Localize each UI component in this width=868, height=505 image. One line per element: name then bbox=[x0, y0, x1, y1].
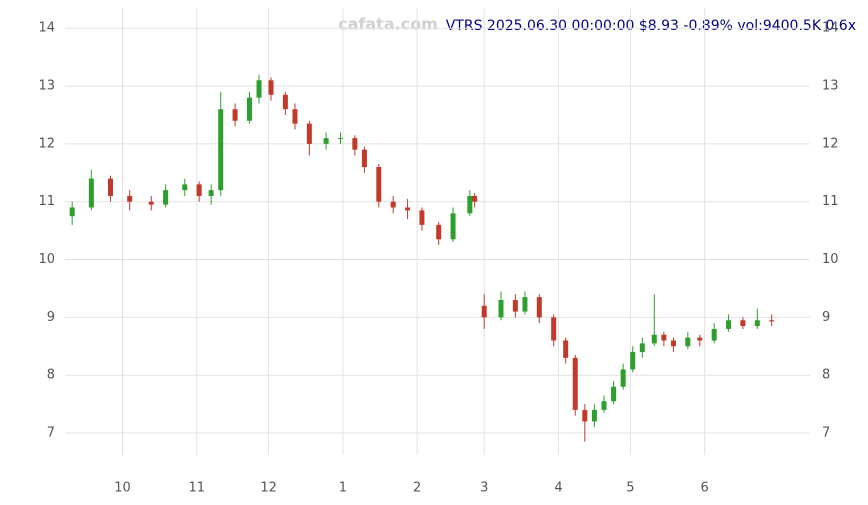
y-tick-label: 11 bbox=[38, 194, 55, 209]
candle-body bbox=[69, 207, 75, 217]
candle-body bbox=[536, 297, 542, 318]
candle-body bbox=[218, 109, 224, 191]
x-tick-label: 3 bbox=[480, 481, 488, 496]
candle-body bbox=[306, 123, 312, 144]
y-tick-label: 7 bbox=[47, 426, 55, 441]
candle-body bbox=[498, 300, 504, 318]
x-tick-label: 4 bbox=[554, 481, 562, 496]
candle-body bbox=[769, 320, 775, 322]
candle-body bbox=[651, 334, 657, 344]
y-tick-label-right: 14 bbox=[822, 21, 839, 36]
candle-body bbox=[361, 149, 367, 168]
candle-body bbox=[551, 317, 557, 341]
x-tick-label: 6 bbox=[700, 481, 708, 496]
candle-body bbox=[352, 138, 358, 150]
y-tick-label: 8 bbox=[47, 368, 55, 383]
x-tick-label: 10 bbox=[114, 481, 131, 496]
candle-body bbox=[754, 320, 760, 327]
candle-body bbox=[611, 386, 617, 402]
candle-body bbox=[405, 207, 411, 211]
y-tick-label-right: 12 bbox=[822, 136, 839, 151]
candle-body bbox=[323, 138, 329, 144]
y-tick-label: 13 bbox=[38, 79, 55, 94]
candle-body bbox=[127, 195, 133, 202]
y-tick-label: 10 bbox=[38, 252, 55, 267]
watermark: cafata.com bbox=[338, 15, 438, 34]
x-tick-label: 2 bbox=[413, 481, 421, 496]
candle-body bbox=[450, 213, 456, 240]
candle-body bbox=[639, 343, 645, 353]
candle-body bbox=[726, 320, 732, 329]
y-tick-label-right: 11 bbox=[822, 194, 839, 209]
candle-body bbox=[268, 80, 274, 95]
candle-body bbox=[376, 167, 382, 202]
candle-body bbox=[246, 97, 252, 121]
candle-body bbox=[620, 369, 626, 387]
x-tick-label: 12 bbox=[260, 481, 277, 496]
candle-body bbox=[419, 210, 425, 225]
candle-body bbox=[282, 94, 288, 110]
candle-body bbox=[208, 190, 214, 196]
candle-body bbox=[196, 184, 202, 196]
candle-body bbox=[232, 109, 238, 121]
chart-title: VTRS 2025.06.30 00:00:00 $8.93 -0.89% vo… bbox=[446, 18, 856, 34]
candle-body bbox=[88, 178, 94, 208]
candle-body bbox=[163, 190, 169, 205]
y-tick-label-right: 13 bbox=[822, 79, 839, 94]
candle-body bbox=[563, 340, 569, 358]
candle-body bbox=[591, 409, 597, 422]
y-tick-label-right: 9 bbox=[822, 310, 830, 325]
y-tick-label: 12 bbox=[38, 136, 55, 151]
candle-body bbox=[630, 352, 636, 370]
candle-body bbox=[697, 337, 703, 341]
candle-body bbox=[337, 138, 343, 140]
candle-body bbox=[182, 184, 188, 191]
candle-body bbox=[481, 305, 487, 318]
y-tick-label-right: 8 bbox=[822, 368, 830, 383]
candle-body bbox=[390, 201, 396, 208]
y-tick-label-right: 10 bbox=[822, 252, 839, 267]
candle-body bbox=[685, 337, 691, 347]
candle-body bbox=[256, 80, 262, 98]
y-tick-label-right: 7 bbox=[822, 426, 830, 441]
candle-body bbox=[572, 357, 578, 410]
candle-body bbox=[601, 401, 607, 410]
candle-body bbox=[292, 109, 298, 124]
candle-body bbox=[522, 297, 528, 312]
candle-body bbox=[670, 340, 676, 347]
candle-body bbox=[582, 409, 588, 422]
candle-body bbox=[740, 320, 746, 327]
candle-body bbox=[436, 224, 442, 240]
candle-body bbox=[148, 201, 154, 205]
y-tick-label: 9 bbox=[47, 310, 55, 325]
y-tick-label: 14 bbox=[38, 21, 55, 36]
candle-body bbox=[661, 334, 667, 341]
x-tick-label: 11 bbox=[188, 481, 205, 496]
candle-body bbox=[512, 300, 518, 312]
candle-body bbox=[108, 178, 114, 196]
x-tick-label: 1 bbox=[339, 481, 347, 496]
candle-body bbox=[711, 328, 717, 341]
candle-body bbox=[472, 195, 478, 202]
x-tick-label: 5 bbox=[626, 481, 634, 496]
candle-body bbox=[467, 195, 473, 214]
